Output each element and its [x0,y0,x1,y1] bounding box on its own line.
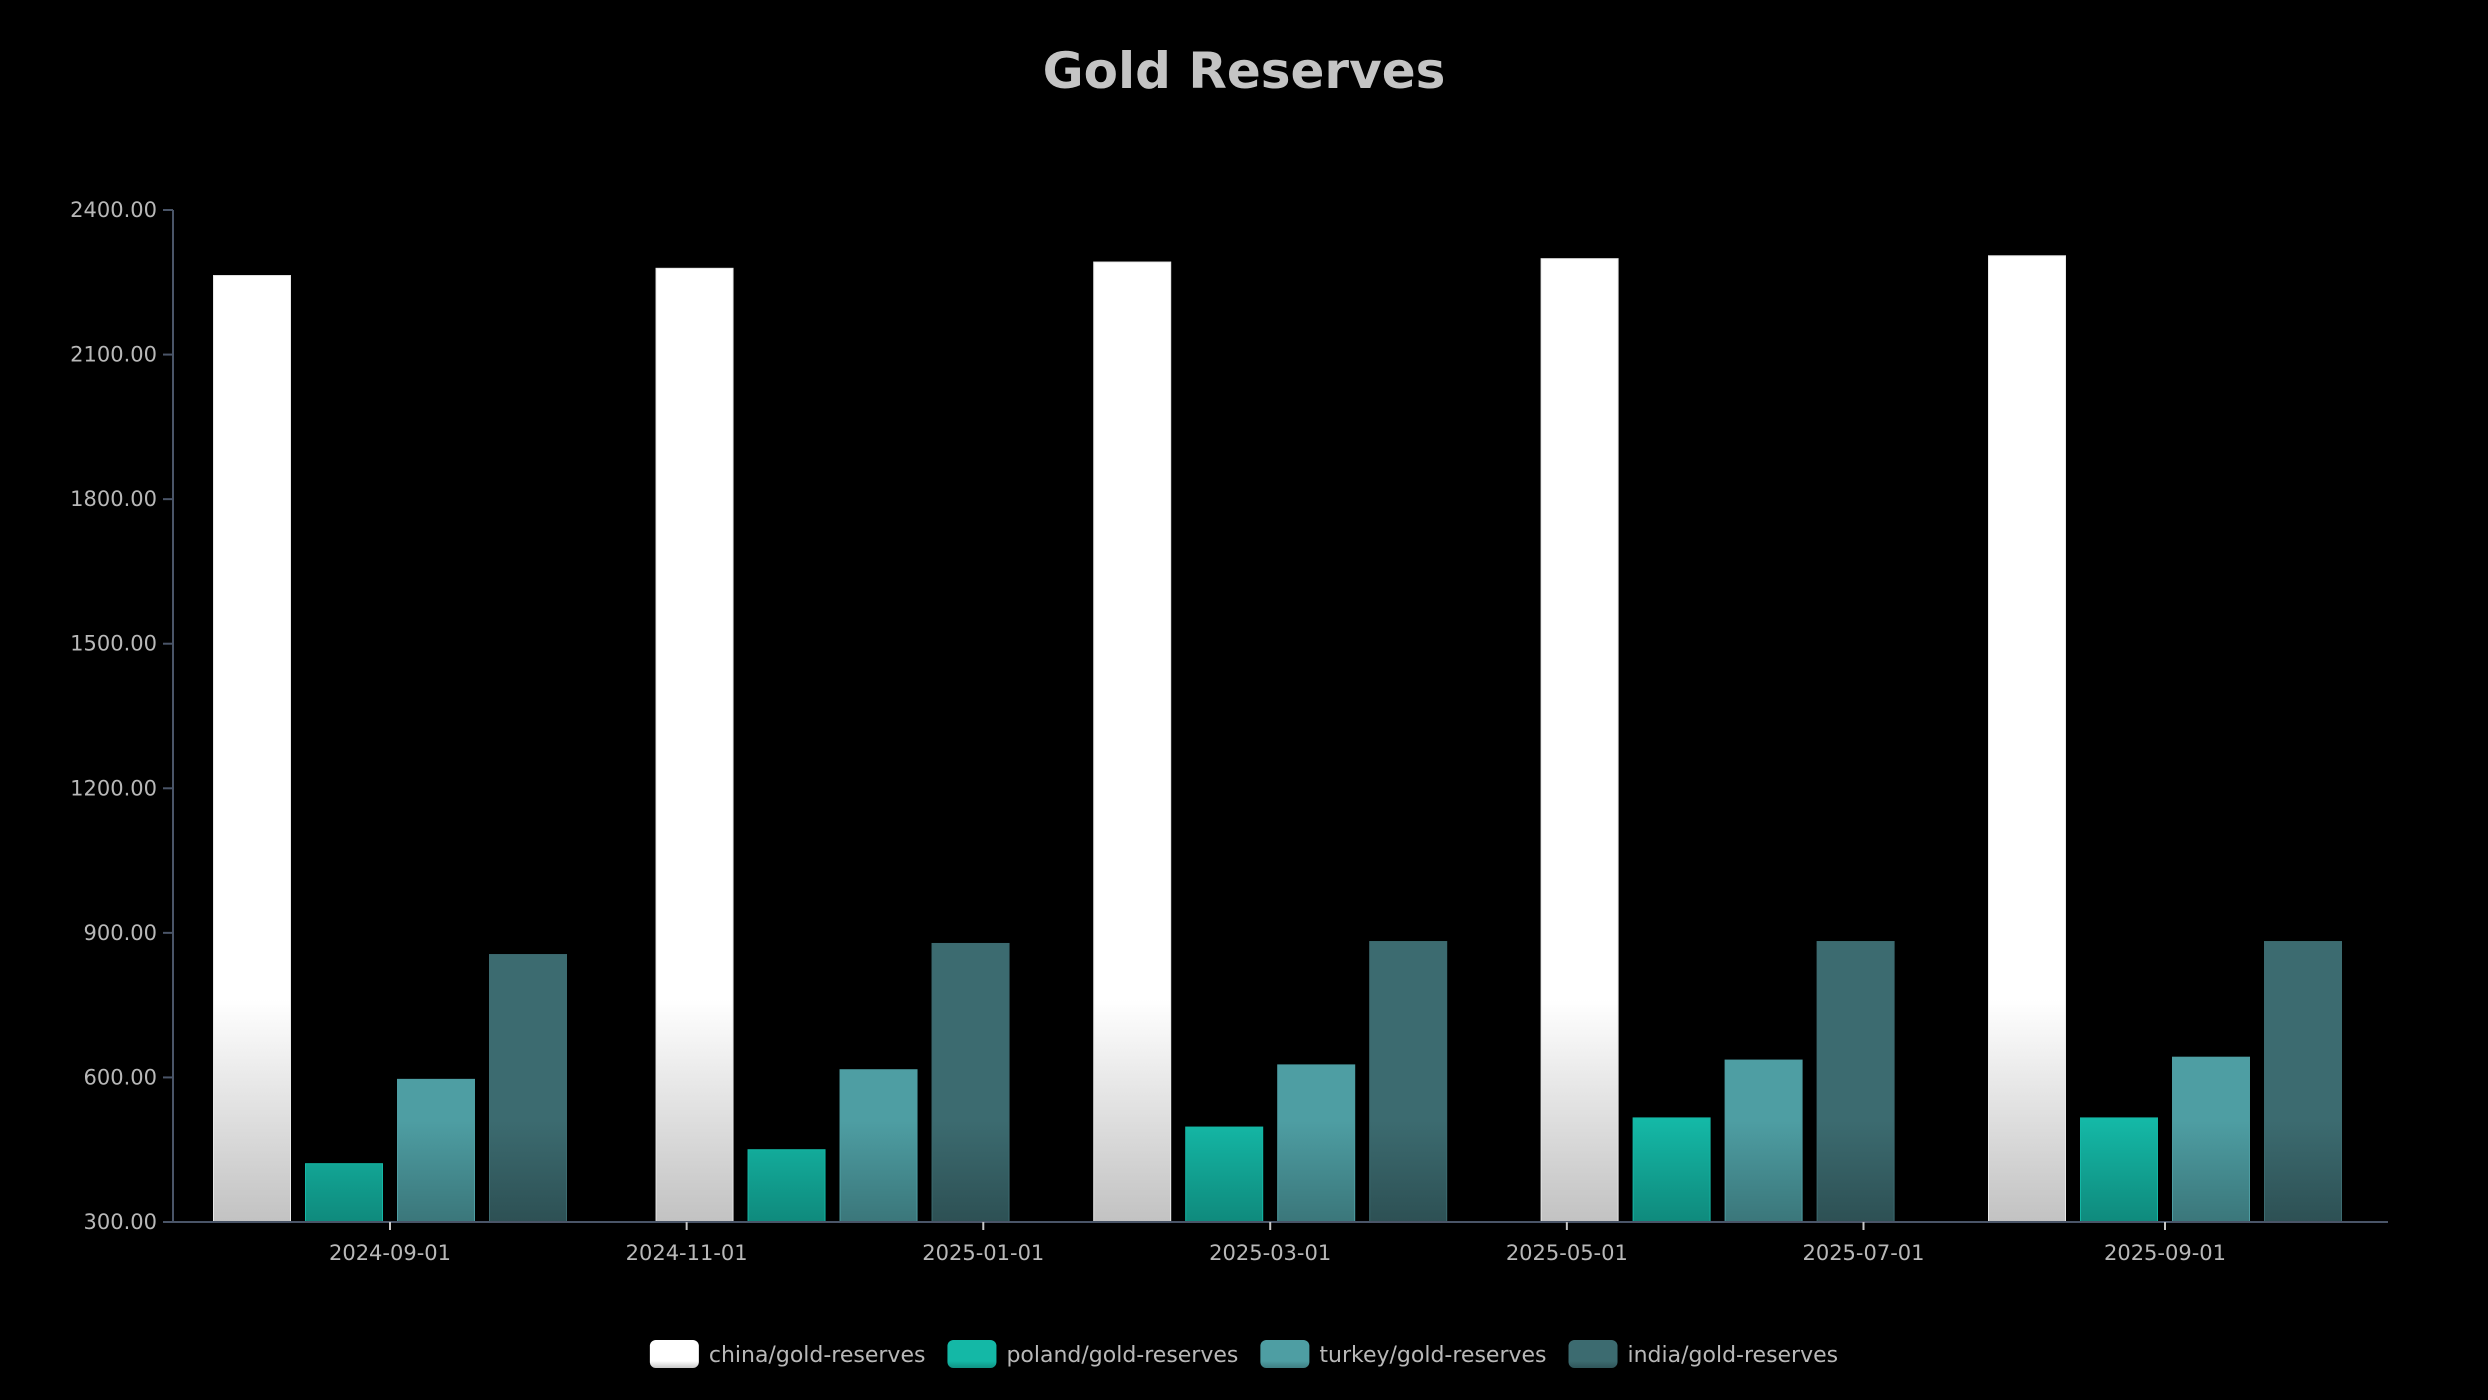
legend-label: india/gold-reserves [1628,1343,1839,1368]
x-tick-label: 2025-03-01 [1209,1241,1331,1265]
bar-india-2025-03-01[interactable] [1369,941,1448,1223]
bar-india-2025-06-01[interactable] [1816,941,1895,1223]
y-tick-label: 1200.00 [70,776,157,800]
x-tick-label: 2025-07-01 [1802,1241,1924,1265]
legend: china/gold-reserves poland/gold-reserves t… [649,1340,1839,1368]
bars-layer [213,255,2342,1223]
bar-turkey-2024-09-01[interactable] [397,1078,475,1223]
bar-india-2025-09-01[interactable] [2264,941,2342,1223]
x-tick-label: 2025-09-01 [2104,1241,2226,1265]
x-tick-label: 2025-05-01 [1506,1241,1628,1265]
bar-poland-2025-09-01[interactable] [2080,1117,2158,1223]
legend-label: turkey/gold-reserves [1319,1343,1546,1368]
bar-china-2025-03-01[interactable] [1093,261,1172,1223]
legend-swatch [1260,1340,1310,1368]
bar-poland-2025-03-01[interactable] [1185,1126,1264,1223]
bar-china-2025-09-01[interactable] [1988,255,2066,1223]
y-tick-label: 1800.00 [70,487,157,511]
bar-turkey-2025-03-01[interactable] [1277,1064,1356,1223]
x-axis: 2024-09-01 2024-11-01 2025-01-01 2025-03-01… [173,1221,2388,1265]
chart-title: Gold Reserves [1043,42,1446,100]
bar-india-2024-12-01[interactable] [931,942,1010,1223]
bar-india-2024-09-01[interactable] [489,954,567,1223]
y-tick-label: 2100.00 [70,343,157,367]
bar-turkey-2025-06-01[interactable] [1724,1059,1803,1223]
legend-swatch [649,1340,699,1368]
legend-swatch [947,1340,997,1368]
legend-label: poland/gold-reserves [1006,1343,1238,1368]
bar-china-2024-09-01[interactable] [213,275,291,1223]
legend-item-poland[interactable]: poland/gold-reserves [947,1340,1238,1368]
legend-swatch [1568,1340,1618,1368]
bar-turkey-2024-12-01[interactable] [839,1069,918,1223]
y-tick-label: 900.00 [84,921,157,945]
bar-poland-2025-06-01[interactable] [1632,1117,1711,1223]
bar-poland-2024-09-01[interactable] [305,1163,383,1223]
x-tick-label: 2025-01-01 [922,1241,1044,1265]
legend-item-india[interactable]: india/gold-reserves [1568,1340,1839,1368]
bar-china-2025-06-01[interactable] [1540,258,1619,1223]
bar-turkey-2025-09-01[interactable] [2172,1056,2250,1223]
x-tick-label: 2024-11-01 [626,1241,748,1265]
y-tick-label: 2400.00 [70,198,157,222]
legend-item-turkey[interactable]: turkey/gold-reserves [1260,1340,1547,1368]
y-tick-label: 1500.00 [70,632,157,656]
y-tick-label: 600.00 [84,1065,157,1089]
y-tick-label: 300.00 [84,1210,157,1234]
y-axis: 300.00 600.00 900.00 1200.00 1500.00 1800.00 2… [70,198,174,1234]
legend-item-china[interactable]: china/gold-reserves [649,1340,926,1368]
bar-china-2024-12-01[interactable] [655,267,734,1223]
legend-label: china/gold-reserves [709,1343,926,1368]
bar-poland-2024-12-01[interactable] [747,1149,826,1223]
x-tick-label: 2024-09-01 [329,1241,451,1265]
